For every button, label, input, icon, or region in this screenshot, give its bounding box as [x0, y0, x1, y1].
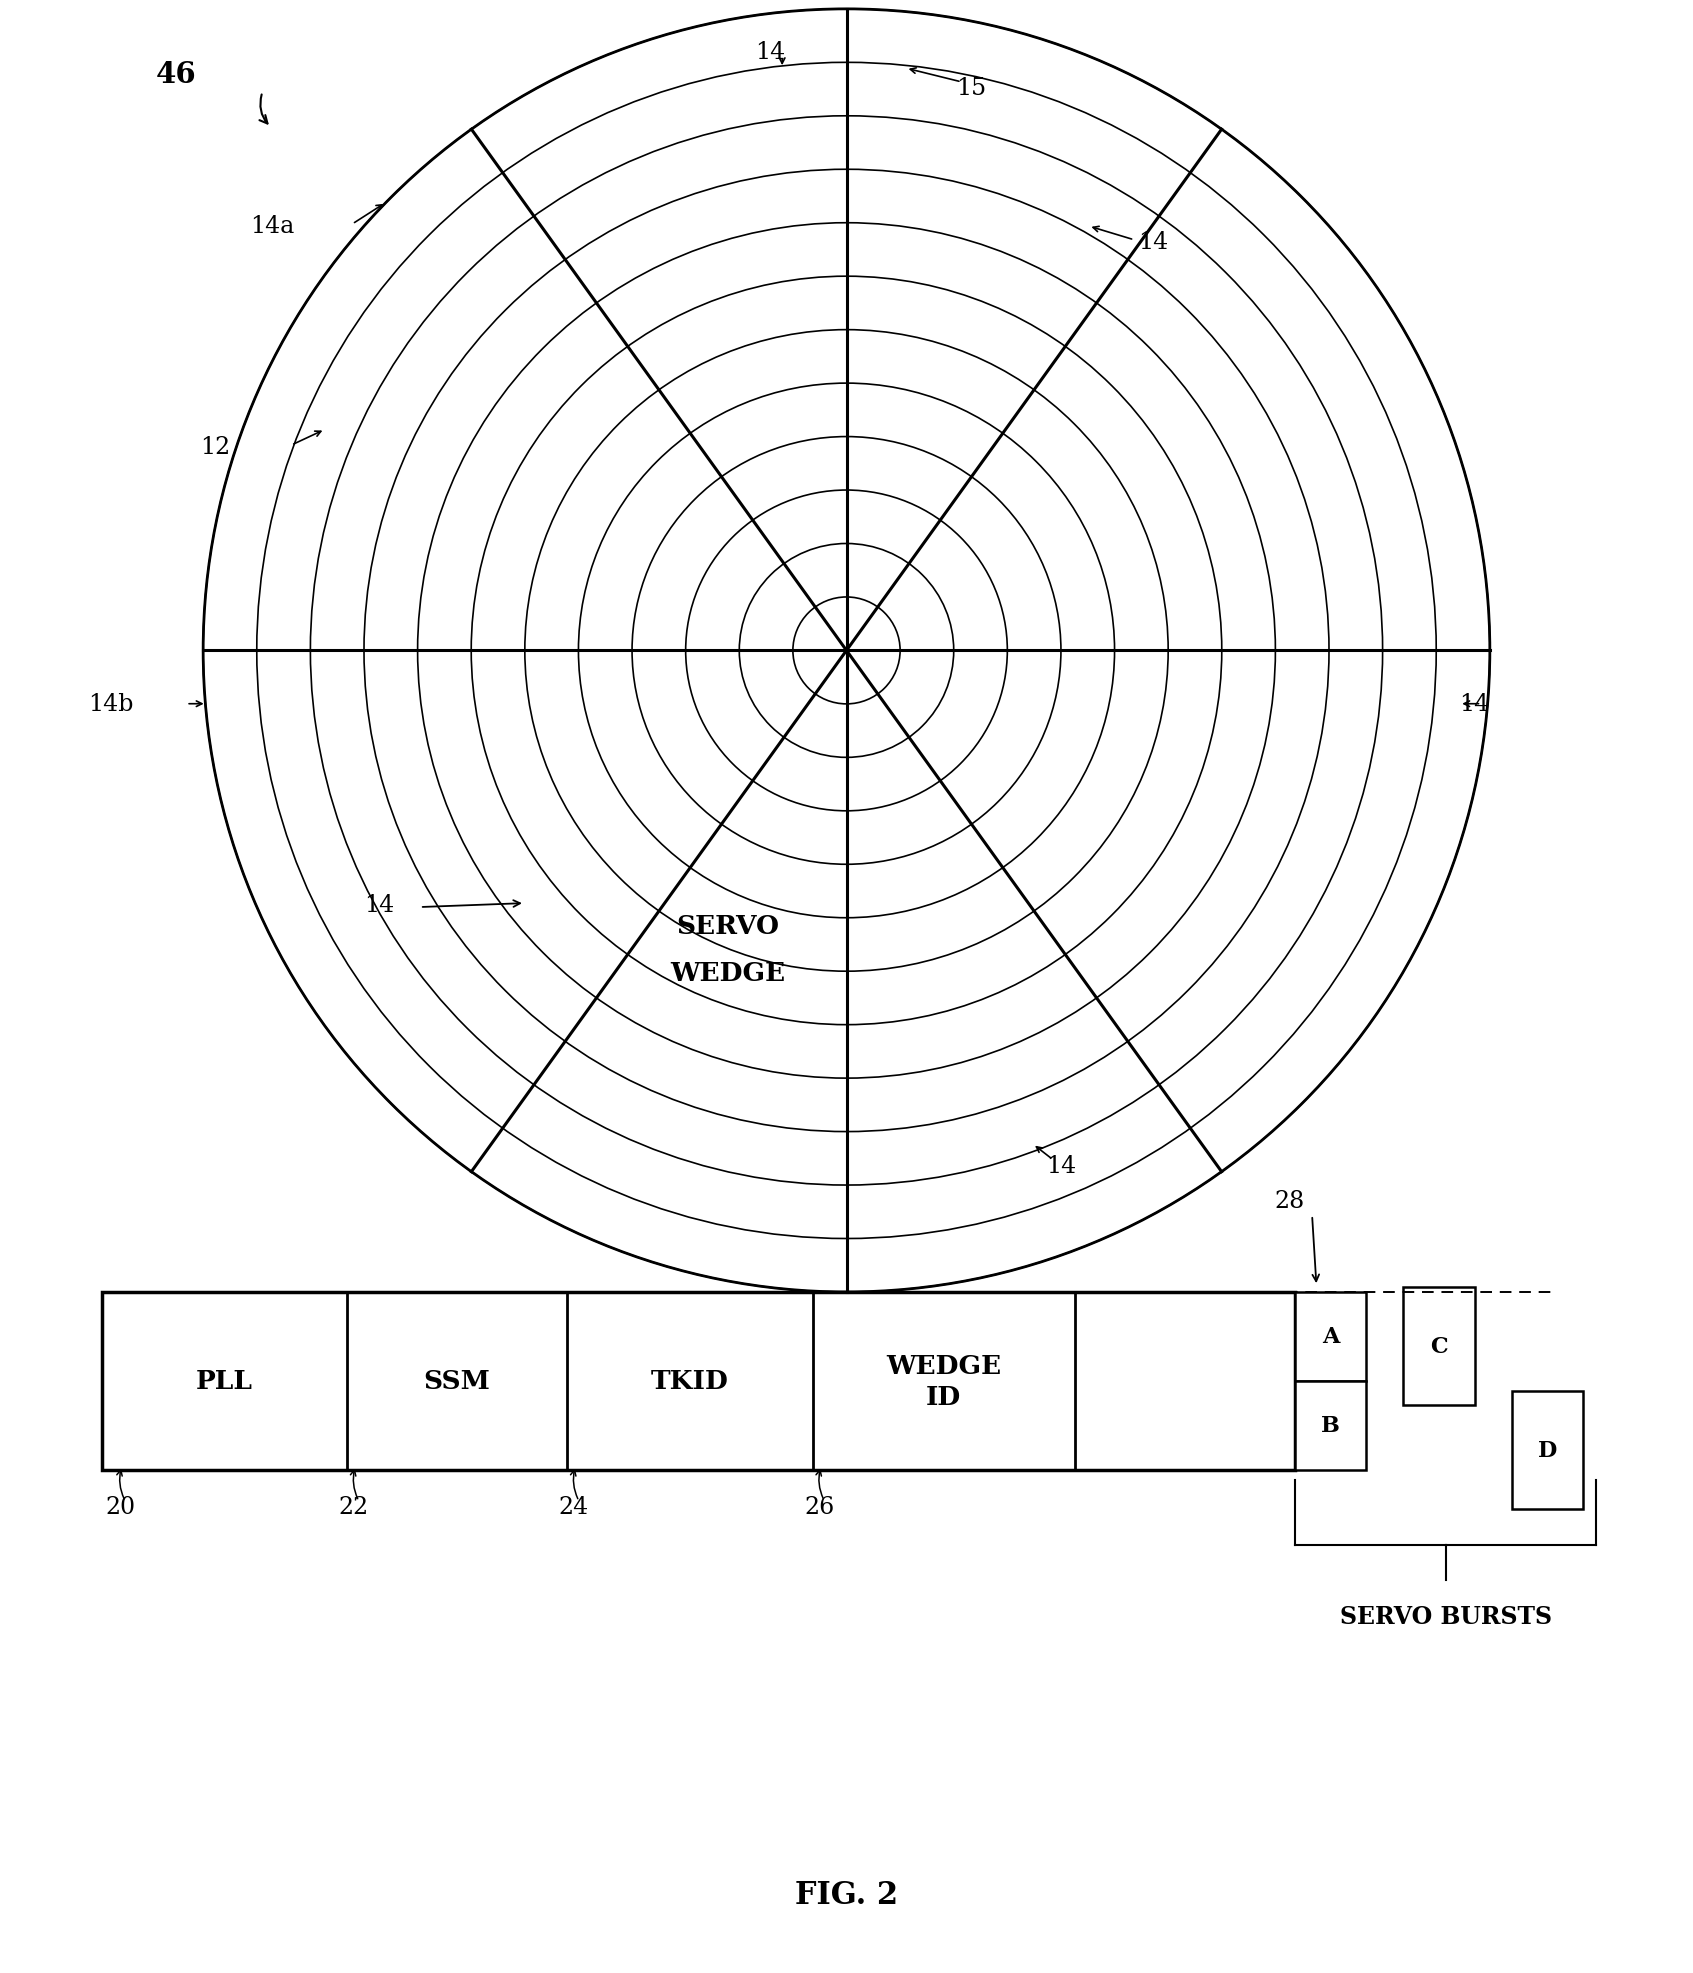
Text: 12: 12	[200, 436, 230, 460]
Text: SSM: SSM	[423, 1369, 491, 1393]
Bar	[1295, 1381, 1366, 1470]
Text: SERVO BURSTS: SERVO BURSTS	[1339, 1604, 1552, 1628]
Text: FIG. 2: FIG. 2	[796, 1878, 897, 1910]
Text: 26: 26	[804, 1496, 835, 1519]
Text: WEDGE: WEDGE	[670, 961, 786, 986]
Bar	[1512, 1391, 1583, 1509]
Bar	[102, 1292, 1295, 1470]
Text: SERVO: SERVO	[677, 913, 779, 939]
Text: B: B	[1321, 1415, 1341, 1436]
Text: 14: 14	[1459, 693, 1490, 716]
Bar	[1403, 1288, 1475, 1405]
Text: 14: 14	[1046, 1154, 1077, 1178]
Text: 15: 15	[957, 77, 987, 101]
Text: 28: 28	[1275, 1190, 1305, 1213]
Text: WEDGE
ID: WEDGE ID	[885, 1353, 1002, 1409]
Text: TKID: TKID	[652, 1369, 728, 1393]
Text: 14: 14	[755, 41, 786, 65]
Text: 22: 22	[339, 1496, 369, 1519]
Text: 14a: 14a	[251, 215, 295, 239]
Text: A: A	[1322, 1326, 1339, 1348]
Text: D: D	[1537, 1438, 1558, 1462]
Text: PLL: PLL	[196, 1369, 252, 1393]
Text: C: C	[1431, 1336, 1448, 1357]
Text: 46: 46	[156, 59, 196, 89]
Text: 14: 14	[364, 894, 394, 917]
Text: 20: 20	[105, 1496, 135, 1519]
Text: 24: 24	[559, 1496, 589, 1519]
Bar	[1295, 1292, 1366, 1381]
Text: 14: 14	[1138, 231, 1168, 255]
Text: 14b: 14b	[88, 693, 134, 716]
